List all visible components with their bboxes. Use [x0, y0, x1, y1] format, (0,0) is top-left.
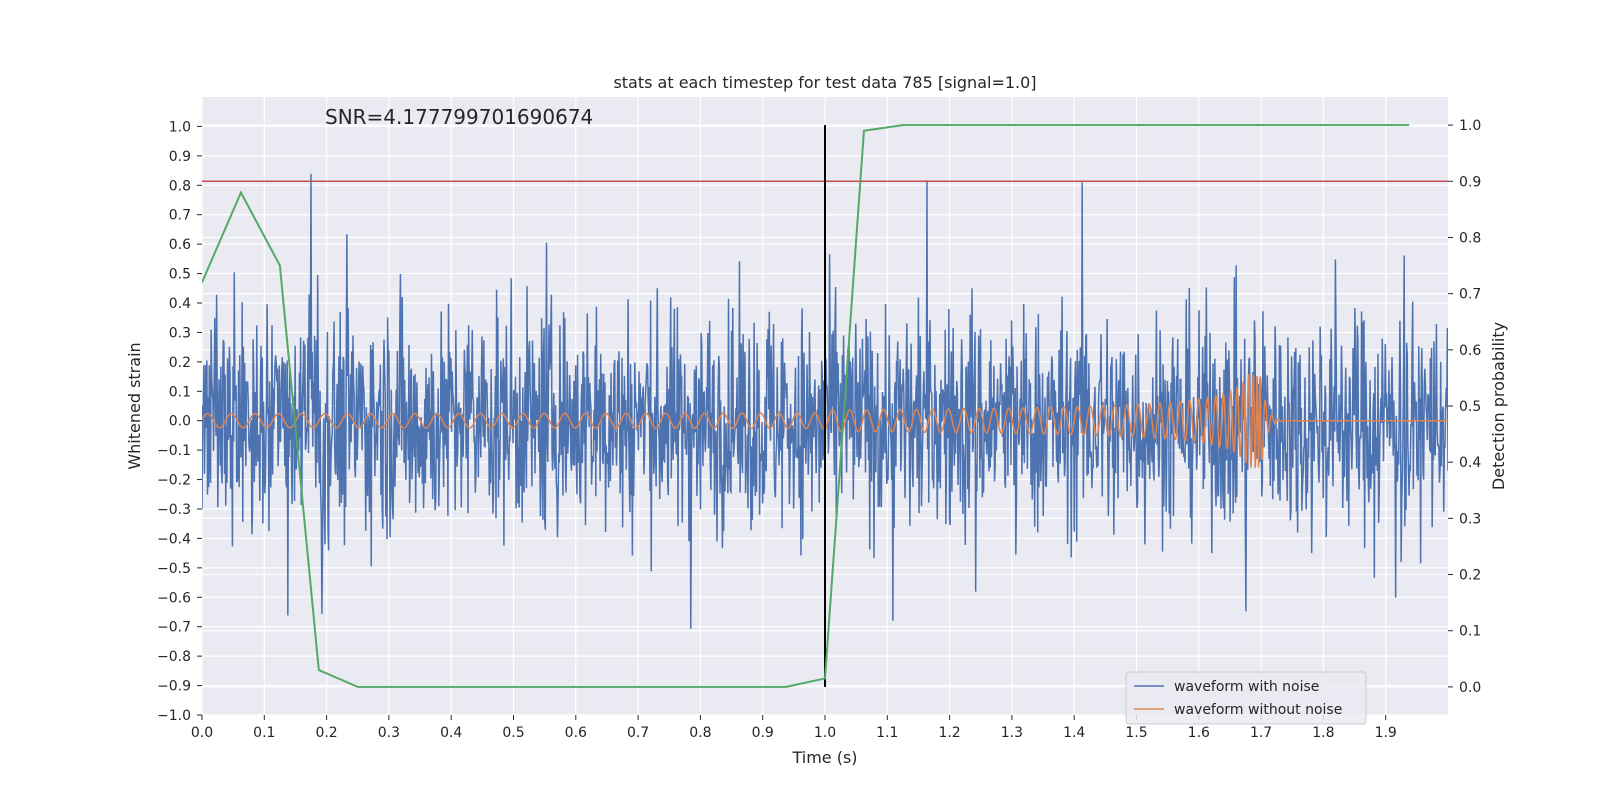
x-tick-label-3: 0.3 — [378, 725, 400, 741]
y-left-tick-label-20: −1.0 — [157, 708, 191, 724]
y-left-tick-label-0: 1.0 — [169, 119, 191, 135]
y-left-tick-label-7: 0.3 — [169, 325, 191, 341]
y-left-tick-label-3: 0.7 — [169, 208, 191, 224]
y-right-tick-label-7: 0.3 — [1459, 511, 1481, 527]
x-tick-label-18: 1.8 — [1312, 725, 1334, 741]
snr-annotation: SNR=4.177799701690674 — [325, 105, 593, 129]
x-tick-label-8: 0.8 — [689, 725, 711, 741]
left-y-axis-label: Whitened strain — [125, 342, 144, 469]
x-tick-label-9: 0.9 — [752, 725, 774, 741]
y-right-tick-label-4: 0.6 — [1459, 343, 1481, 359]
series-detection-probability — [202, 124, 1410, 688]
x-tick-label-1: 0.1 — [253, 725, 275, 741]
legend-label-clean: waveform without noise — [1174, 702, 1342, 718]
right-y-axis-ticks: 1.0 0.9 0.8 0.7 0.6 0.5 0.4 0.3 0.2 0.1 0.0 — [1448, 118, 1481, 696]
x-tick-label-15: 1.5 — [1125, 725, 1147, 741]
y-left-tick-label-10: 0.0 — [169, 414, 191, 430]
y-left-tick-label-14: −0.4 — [157, 531, 191, 547]
y-left-tick-label-13: −0.3 — [157, 502, 191, 518]
x-tick-label-5: 0.5 — [502, 725, 524, 741]
y-left-tick-label-19: −0.9 — [157, 679, 191, 695]
y-left-tick-label-1: 0.9 — [169, 149, 191, 165]
x-tick-label-7: 0.7 — [627, 725, 649, 741]
x-axis-ticks: 0.0 0.1 0.2 0.3 0.4 0.5 0.6 0.7 0.8 0.9 1.0 1.1 1.2 1… — [191, 715, 1397, 741]
y-right-tick-label-8: 0.2 — [1459, 568, 1481, 584]
legend-box — [1125, 671, 1367, 725]
x-tick-label-10: 1.0 — [814, 725, 836, 741]
y-left-tick-label-18: −0.8 — [157, 649, 191, 665]
x-tick-label-13: 1.3 — [1001, 725, 1023, 741]
x-tick-label-4: 0.4 — [440, 725, 462, 741]
right-y-axis-label: Detection probability — [1489, 322, 1508, 490]
x-tick-label-2: 0.2 — [315, 725, 337, 741]
y-left-tick-label-16: −0.6 — [157, 590, 191, 606]
y-right-tick-label-9: 0.1 — [1459, 624, 1481, 640]
x-axis-label: Time (s) — [791, 748, 857, 767]
left-y-axis-ticks: 1.0 0.9 0.8 0.7 0.6 0.5 0.4 0.3 0.2 0.1 0.0 −0.1 −0.… — [157, 119, 202, 724]
x-tick-label-17: 1.7 — [1250, 725, 1272, 741]
x-tick-label-14: 1.4 — [1063, 725, 1085, 741]
y-left-tick-label-6: 0.4 — [169, 296, 191, 312]
y-left-tick-label-2: 0.8 — [169, 178, 191, 194]
y-right-tick-label-10: 0.0 — [1459, 680, 1481, 696]
y-right-tick-label-0: 1.0 — [1459, 118, 1481, 134]
x-tick-label-11: 1.1 — [876, 725, 898, 741]
y-left-tick-label-5: 0.5 — [169, 267, 191, 283]
y-left-tick-label-9: 0.1 — [169, 384, 191, 400]
y-right-tick-label-1: 0.9 — [1459, 174, 1481, 190]
y-left-tick-label-17: −0.7 — [157, 620, 191, 636]
x-tick-label-16: 1.6 — [1188, 725, 1210, 741]
x-tick-label-19: 1.9 — [1375, 725, 1397, 741]
y-left-tick-label-8: 0.2 — [169, 355, 191, 371]
legend: waveform with noise waveform without noi… — [1125, 671, 1367, 725]
y-left-tick-label-11: −0.1 — [157, 443, 191, 459]
y-right-tick-label-3: 0.7 — [1459, 287, 1481, 303]
y-right-tick-label-6: 0.4 — [1459, 455, 1481, 471]
y-left-tick-label-15: −0.5 — [157, 561, 191, 577]
y-right-tick-label-5: 0.5 — [1459, 399, 1481, 415]
y-right-tick-label-2: 0.8 — [1459, 230, 1481, 246]
y-left-tick-label-4: 0.6 — [169, 237, 191, 253]
legend-label-noisy: waveform with noise — [1174, 679, 1319, 695]
x-tick-label-0: 0.0 — [191, 725, 213, 741]
chart-title: stats at each timestep for test data 785… — [613, 73, 1036, 92]
x-tick-label-6: 0.6 — [565, 725, 587, 741]
y-left-tick-label-12: −0.2 — [157, 473, 191, 489]
x-tick-label-12: 1.2 — [938, 725, 960, 741]
